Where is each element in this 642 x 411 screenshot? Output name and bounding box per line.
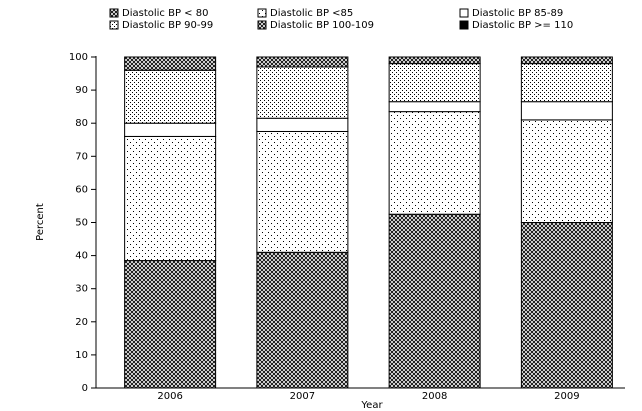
y-tick-label: 70 [75,151,88,162]
legend-swatch [109,8,119,18]
x-tick-label: 2008 [422,391,447,402]
y-tick-label: 40 [75,251,88,262]
bar-segment [256,56,349,68]
bar-segment [388,213,481,389]
bar-segment [520,63,613,103]
bar-segment [124,122,217,137]
bar-segment [124,135,217,262]
y-tick-label: 90 [75,85,88,96]
x-tick-label: 2009 [554,391,579,402]
y-tick-label: 80 [75,118,88,129]
x-tick-label: 2007 [290,391,315,402]
legend-swatch [109,20,119,30]
legend-swatch [459,20,469,30]
legend-label: Diastolic BP >= 110 [472,20,573,31]
legend-label: Diastolic BP 85-89 [472,8,563,19]
x-tick-label: 2006 [157,391,182,402]
legend-label: Diastolic BP 100-109 [270,20,374,31]
bar-segment [520,101,613,121]
y-axis-label: Percent [35,203,46,241]
legend-label: Diastolic BP 90-99 [122,20,213,31]
legend-swatch [257,20,267,30]
y-tick-label: 60 [75,184,88,195]
bar-segment [520,56,613,65]
bar-segment [124,56,217,71]
bar-segment [256,251,349,389]
y-tick-label: 20 [75,317,88,328]
bar-segment [388,56,481,65]
bar-segment [124,260,217,389]
y-tick-label: 50 [75,218,88,229]
bar-segment [388,111,481,215]
bar-segment [256,130,349,253]
y-tick-label: 10 [75,350,88,361]
legend-label: Diastolic BP <85 [270,8,353,19]
bar-segment [388,101,481,113]
bar-segment [256,117,349,132]
bar-segment [520,222,613,389]
bar-segment [520,119,613,223]
y-tick-label: 100 [69,52,88,63]
y-tick-label: 30 [75,284,88,295]
x-axis-label: Year [360,400,383,411]
bar-segment [124,69,217,124]
legend-label: Diastolic BP < 80 [122,8,208,19]
bar-segment [256,66,349,119]
bar-segment [388,63,481,103]
legend-swatch [257,8,267,18]
y-tick-label: 0 [82,383,88,394]
legend-swatch [459,8,469,18]
